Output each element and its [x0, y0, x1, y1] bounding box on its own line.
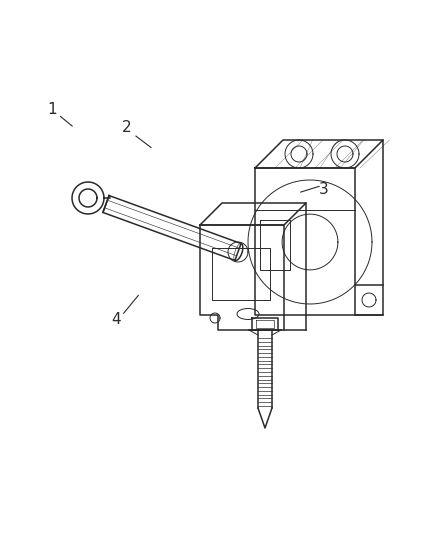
- Text: 2: 2: [122, 120, 132, 135]
- Ellipse shape: [237, 309, 259, 319]
- Text: 3: 3: [319, 182, 329, 197]
- Text: 4: 4: [111, 312, 121, 327]
- Text: 1: 1: [47, 102, 57, 117]
